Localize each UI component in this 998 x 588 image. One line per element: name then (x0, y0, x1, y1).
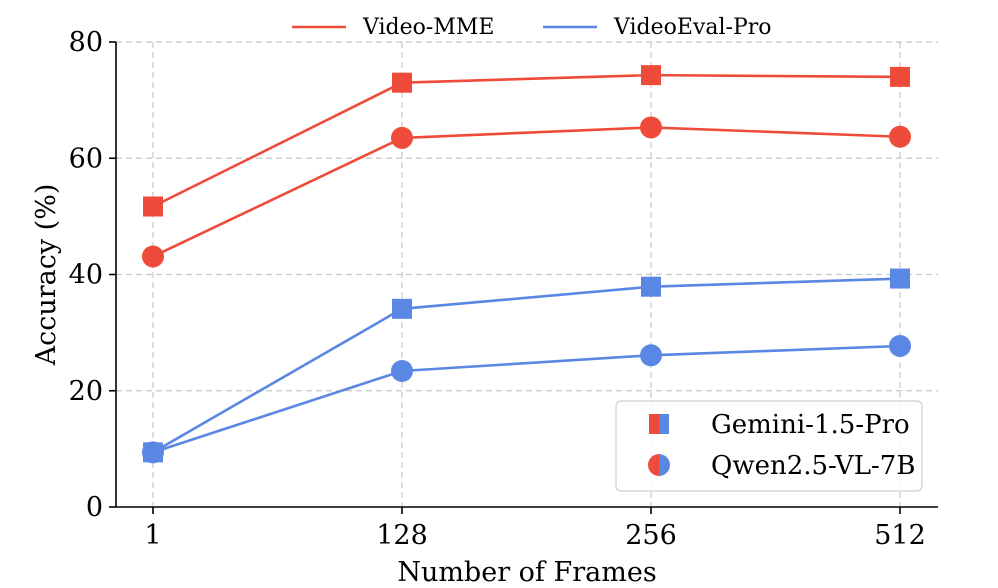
model-legend: Gemini-1.5-Pro Qwen2.5-VL-7B (615, 400, 923, 492)
data-point-circle (142, 441, 164, 464)
y-axis-label: Accuracy (%) (31, 184, 62, 367)
legend-square-left-half (649, 414, 659, 434)
x-tick-label: 1 (144, 520, 161, 551)
series-videoeval-pro-qwen2-5-vl-7b (142, 334, 911, 464)
y-tick-label: 60 (69, 143, 103, 174)
series-line (152, 277, 901, 454)
y-tick-label: 0 (86, 492, 103, 523)
legend-label: VideoEval-Pro (613, 15, 772, 40)
y-tick-label: 20 (69, 376, 103, 407)
data-point-square (641, 65, 661, 86)
y-tick-label: 80 (69, 27, 103, 58)
legend-circle-right-half (659, 454, 670, 476)
data-point-square (890, 268, 910, 289)
y-tick-label: 40 (69, 260, 103, 291)
series-video-mme-qwen2-5-vl-7b (142, 116, 911, 268)
data-point-square (641, 276, 661, 297)
data-point-square (392, 298, 412, 319)
series-line (152, 344, 901, 454)
x-tick-label: 128 (376, 520, 428, 551)
data-point-circle (640, 344, 662, 367)
series-line (152, 126, 901, 258)
benchmark-legend: Video-MME VideoEval-Pro (292, 15, 772, 40)
legend-circle-left-half (648, 454, 659, 476)
series-line (152, 73, 901, 208)
legend-label: Gemini-1.5-Pro (711, 410, 910, 440)
data-point-square (890, 66, 910, 87)
data-point-circle (391, 126, 413, 149)
data-point-circle (391, 359, 413, 382)
x-tick-label: 256 (625, 520, 677, 551)
data-point-square (392, 72, 412, 93)
model-legend-box (615, 400, 923, 492)
data-point-circle (640, 116, 662, 139)
series-video-mme-gemini-1-5-pro (143, 65, 910, 217)
data-point-circle (889, 334, 911, 357)
legend-label: Video-MME (362, 15, 494, 40)
series-group (142, 65, 911, 464)
data-point-circle (142, 245, 164, 268)
axes: 0 20 40 60 80 1 128 256 512 (69, 27, 938, 551)
data-point-square (143, 196, 163, 217)
x-axis-label: Number of Frames (397, 557, 656, 588)
data-point-circle (889, 125, 911, 148)
legend-square-right-half (659, 414, 669, 434)
legend-label: Qwen2.5-VL-7B (711, 451, 915, 481)
x-tick-label: 512 (874, 520, 926, 551)
